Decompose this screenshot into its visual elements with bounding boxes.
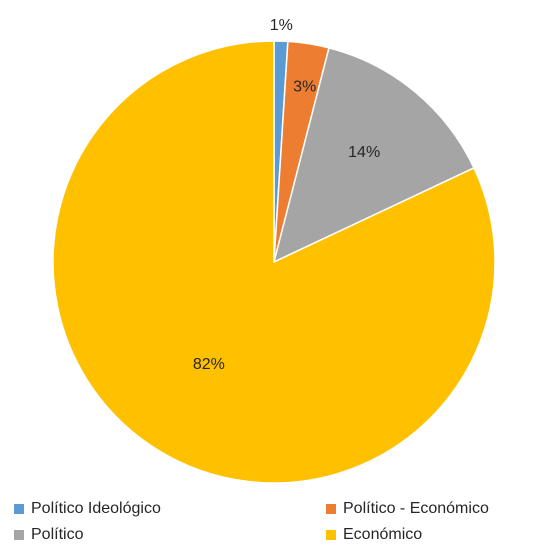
pie-slice bbox=[52, 40, 496, 484]
pie-slice bbox=[272, 47, 475, 264]
slice-data-label: 3% bbox=[293, 79, 316, 96]
slice-data-label: 1% bbox=[270, 17, 293, 34]
pie-slices bbox=[52, 40, 496, 484]
pie-labels: 1% 3% 14% 82% bbox=[193, 17, 380, 373]
slice-data-label: 82% bbox=[193, 356, 225, 373]
slice-data-label: 14% bbox=[348, 144, 380, 161]
